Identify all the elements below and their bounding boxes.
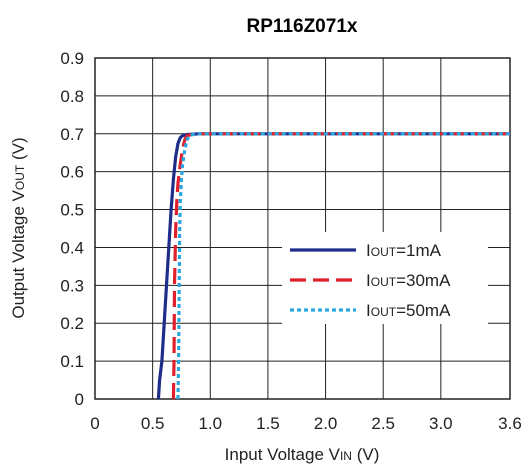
legend-label-1: IOUT=1mA — [366, 241, 442, 260]
y-axis-label-unit: (V) — [9, 137, 28, 164]
x-tick-label: 2.0 — [314, 414, 338, 433]
y-tick-label: 0.8 — [60, 87, 84, 106]
x-tick-label: 3.0 — [429, 414, 453, 433]
x-tick-label: 1.0 — [198, 414, 222, 433]
y-axis-label: Output Voltage VOUT (V) — [9, 137, 28, 318]
x-tick-label: 2.5 — [371, 414, 395, 433]
plot-frame — [94, 57, 511, 400]
x-axis-label: Input Voltage VIN (V) — [225, 445, 380, 464]
x-tick-label: 0.5 — [141, 414, 165, 433]
x-axis-label-main: Input Voltage V — [225, 445, 341, 464]
legend: IOUT=1mA IOUT=30mA IOUT=50mA — [282, 232, 488, 324]
y-tick-label: 0.1 — [60, 352, 84, 371]
grid — [95, 58, 510, 399]
x-axis-label-unit: (V) — [352, 445, 379, 464]
y-tick-label: 0.5 — [60, 201, 84, 220]
y-tick-label: 0.4 — [60, 238, 84, 257]
series-line-2 — [171, 132, 510, 400]
y-tick-label: 0.3 — [60, 276, 84, 295]
y-tick-label: 0.6 — [60, 163, 84, 182]
legend-box — [282, 232, 488, 324]
y-tick-label: 0.9 — [60, 49, 84, 68]
y-tick-label: 0.2 — [60, 314, 84, 333]
y-tick-label: 0 — [75, 390, 84, 409]
x-tick-label: 3.6 — [498, 414, 522, 433]
x-tick-label: 0 — [90, 414, 99, 433]
chart-title: RP116Z071x — [247, 16, 358, 37]
series-lines — [156, 132, 510, 400]
y-tick-label: 0.7 — [60, 125, 84, 144]
x-tick-label: 1.5 — [256, 414, 280, 433]
y-axis-label-main: Output Voltage V — [9, 189, 28, 318]
y-tick-labels: 0 0.1 0.2 0.3 0.4 0.5 0.6 0.7 0.8 0.9 — [60, 49, 84, 409]
x-tick-labels: 0 0.5 1.0 1.5 2.0 2.5 3.0 3.6 — [90, 414, 522, 433]
y-axis-label-sub: OUT — [13, 164, 27, 190]
legend-label-2: IOUT=30mA — [366, 271, 451, 290]
x-axis-label-sub: IN — [340, 449, 352, 463]
legend-label-3: IOUT=50mA — [366, 301, 451, 320]
